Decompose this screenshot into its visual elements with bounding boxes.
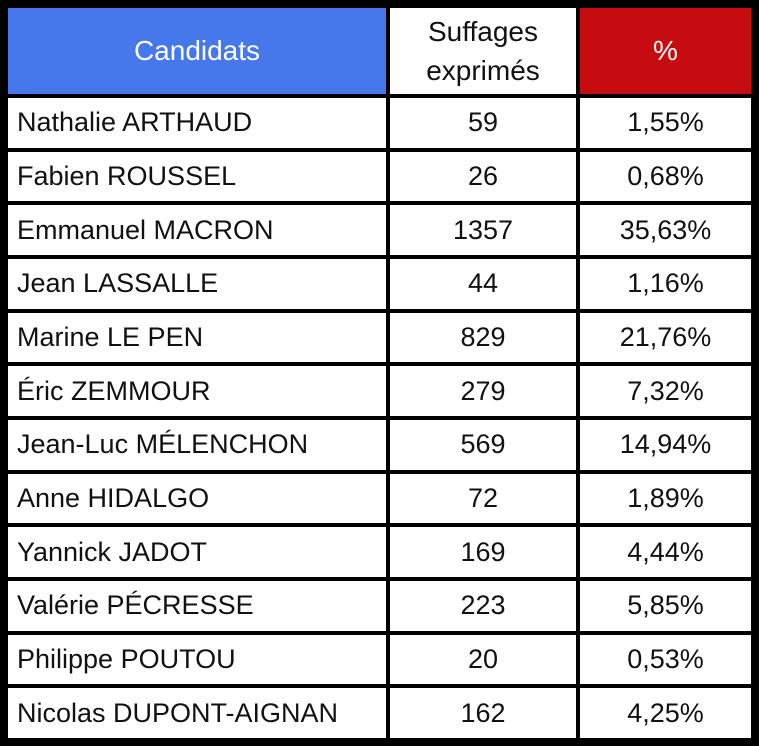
votes-cell: 20 (390, 634, 576, 685)
votes-cell: 569 (390, 420, 576, 470)
percent-cell: 14,94% (580, 420, 751, 470)
candidate-name-cell: Nicolas DUPONT-AIGNAN (8, 688, 386, 738)
candidate-name-cell: Marine LE PEN (8, 312, 386, 363)
candidate-name-cell: Anne HIDALGO (8, 473, 386, 524)
percent-cell: 5,85% (580, 581, 751, 631)
votes-cell: 279 (390, 366, 576, 416)
percent-cell: 1,89% (580, 473, 751, 524)
votes-cell: 169 (390, 527, 576, 577)
votes-cell: 26 (390, 151, 576, 202)
header-suffrages-exprimes: Suffages exprimés (390, 8, 576, 94)
votes-cell: 72 (390, 473, 576, 524)
candidate-name-cell: Jean-Luc MÉLENCHON (8, 420, 386, 470)
percent-cell: 0,68% (580, 151, 751, 202)
header-percent: % (580, 8, 751, 94)
candidate-name-cell: Jean LASSALLE (8, 259, 386, 309)
votes-cell: 44 (390, 259, 576, 309)
percent-cell: 21,76% (580, 312, 751, 363)
candidate-name-cell: Nathalie ARTHAUD (8, 98, 386, 148)
candidate-name-cell: Fabien ROUSSEL (8, 151, 386, 202)
percent-cell: 4,25% (580, 688, 751, 738)
votes-cell: 1357 (390, 205, 576, 255)
percent-cell: 35,63% (580, 205, 751, 255)
votes-cell: 59 (390, 98, 576, 148)
votes-cell: 223 (390, 581, 576, 631)
votes-cell: 829 (390, 312, 576, 363)
candidate-name-cell: Philippe POUTOU (8, 634, 386, 685)
percent-cell: 0,53% (580, 634, 751, 685)
candidate-name-cell: Yannick JADOT (8, 527, 386, 577)
candidate-name-cell: Valérie PÉCRESSE (8, 581, 386, 631)
votes-cell: 162 (390, 688, 576, 738)
percent-cell: 4,44% (580, 527, 751, 577)
percent-cell: 7,32% (580, 366, 751, 416)
percent-cell: 1,55% (580, 98, 751, 148)
candidate-name-cell: Emmanuel MACRON (8, 205, 386, 255)
candidate-name-cell: Éric ZEMMOUR (8, 366, 386, 416)
header-candidats: Candidats (8, 8, 386, 94)
percent-cell: 1,16% (580, 259, 751, 309)
